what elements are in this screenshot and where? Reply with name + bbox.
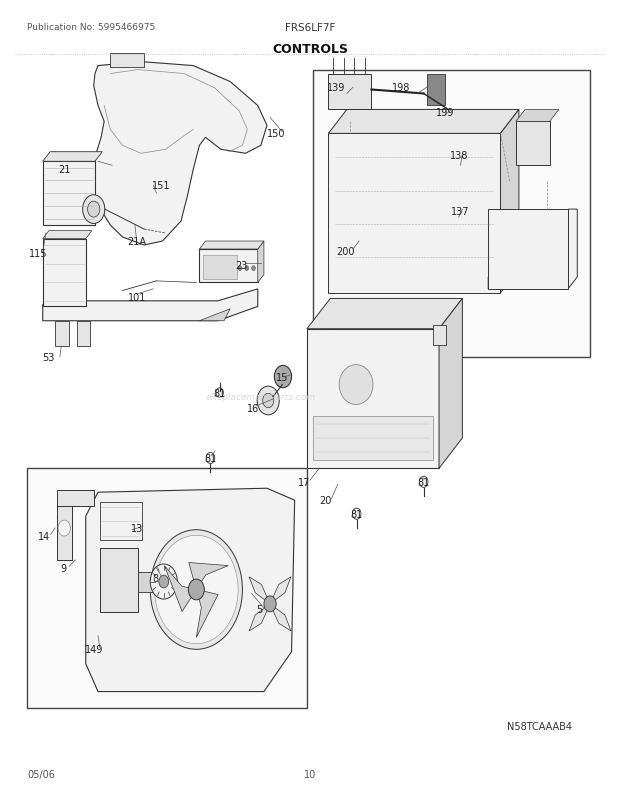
Polygon shape — [488, 210, 577, 290]
Bar — [100, 549, 138, 612]
Circle shape — [150, 530, 242, 650]
Polygon shape — [200, 241, 264, 249]
Text: 17: 17 — [298, 477, 310, 488]
Text: eReplacementParts.com: eReplacementParts.com — [206, 392, 316, 402]
Polygon shape — [164, 566, 197, 612]
Bar — [427, 75, 445, 107]
Circle shape — [159, 575, 169, 588]
Circle shape — [264, 596, 276, 612]
Polygon shape — [516, 111, 559, 122]
Polygon shape — [43, 231, 92, 239]
Bar — [203, 256, 237, 280]
Circle shape — [352, 508, 361, 520]
Circle shape — [245, 266, 249, 271]
Polygon shape — [500, 111, 519, 294]
Bar — [100, 502, 141, 541]
Text: 13: 13 — [131, 524, 143, 533]
Bar — [307, 330, 439, 468]
Polygon shape — [258, 241, 264, 283]
Bar — [57, 490, 94, 506]
Bar — [27, 468, 307, 707]
Text: 81: 81 — [350, 509, 362, 519]
Circle shape — [87, 202, 100, 218]
Text: 20: 20 — [319, 496, 332, 505]
Text: 199: 199 — [436, 107, 454, 118]
Text: 139: 139 — [327, 83, 345, 93]
Polygon shape — [200, 310, 230, 322]
Circle shape — [154, 536, 238, 644]
Text: 81: 81 — [417, 477, 430, 488]
Bar — [433, 326, 446, 345]
Bar — [43, 162, 95, 226]
Bar — [138, 573, 162, 592]
Bar — [488, 210, 568, 290]
Polygon shape — [249, 604, 270, 631]
Text: 05/06: 05/06 — [27, 769, 55, 780]
Text: Publication No: 5995466975: Publication No: 5995466975 — [27, 22, 156, 31]
Circle shape — [257, 387, 279, 415]
Polygon shape — [43, 152, 102, 162]
Text: 10: 10 — [304, 769, 316, 780]
Text: 151: 151 — [152, 181, 171, 191]
Polygon shape — [270, 577, 291, 604]
Polygon shape — [307, 299, 463, 330]
Bar — [76, 322, 90, 346]
Polygon shape — [329, 111, 519, 134]
Polygon shape — [188, 563, 228, 589]
Text: 21A: 21A — [127, 237, 146, 247]
Text: 150: 150 — [267, 129, 285, 140]
Polygon shape — [197, 589, 218, 638]
Circle shape — [206, 453, 215, 464]
Text: FRS6LF7F: FRS6LF7F — [285, 22, 335, 33]
Text: 137: 137 — [451, 206, 470, 217]
Text: 81: 81 — [213, 388, 226, 398]
Polygon shape — [92, 63, 267, 245]
Text: 138: 138 — [450, 151, 468, 160]
Text: 115: 115 — [29, 249, 48, 259]
Bar — [329, 134, 500, 294]
Text: 15: 15 — [276, 372, 288, 382]
Text: CONTROLS: CONTROLS — [272, 43, 348, 55]
Bar — [516, 122, 550, 166]
Bar — [329, 302, 384, 330]
Circle shape — [252, 266, 255, 271]
Circle shape — [263, 394, 274, 408]
Ellipse shape — [339, 365, 373, 405]
Text: 23: 23 — [235, 261, 247, 270]
Text: 5: 5 — [257, 605, 263, 614]
Circle shape — [188, 579, 205, 600]
Circle shape — [216, 388, 223, 398]
Bar — [329, 75, 371, 111]
Text: 149: 149 — [84, 645, 103, 654]
Polygon shape — [249, 577, 270, 604]
Bar — [313, 71, 590, 357]
Bar — [110, 54, 144, 68]
Circle shape — [238, 266, 242, 271]
Polygon shape — [86, 488, 294, 691]
Bar — [57, 500, 72, 561]
Text: 101: 101 — [128, 293, 146, 302]
Circle shape — [275, 366, 291, 388]
Text: 16: 16 — [247, 404, 260, 414]
Text: 81: 81 — [205, 453, 216, 464]
Circle shape — [150, 565, 177, 599]
Circle shape — [419, 476, 428, 488]
Polygon shape — [270, 604, 291, 631]
Circle shape — [82, 196, 105, 225]
Circle shape — [58, 520, 70, 537]
Text: 8: 8 — [152, 573, 158, 583]
Text: 9: 9 — [60, 563, 66, 573]
Bar — [43, 239, 86, 307]
Text: 14: 14 — [38, 532, 51, 541]
Text: 198: 198 — [392, 83, 410, 93]
Text: 21: 21 — [58, 165, 71, 175]
Text: 200: 200 — [337, 246, 355, 257]
Polygon shape — [43, 290, 258, 322]
Bar — [313, 417, 433, 460]
Text: 53: 53 — [43, 352, 55, 363]
Bar — [200, 249, 258, 283]
Text: N58TCAAAB4: N58TCAAAB4 — [507, 722, 572, 731]
Polygon shape — [439, 299, 463, 468]
Bar — [55, 322, 69, 346]
